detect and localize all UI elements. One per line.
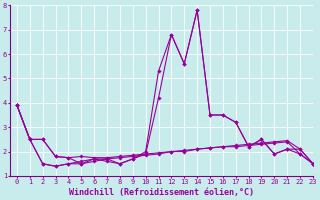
X-axis label: Windchill (Refroidissement éolien,°C): Windchill (Refroidissement éolien,°C) [69,188,254,197]
